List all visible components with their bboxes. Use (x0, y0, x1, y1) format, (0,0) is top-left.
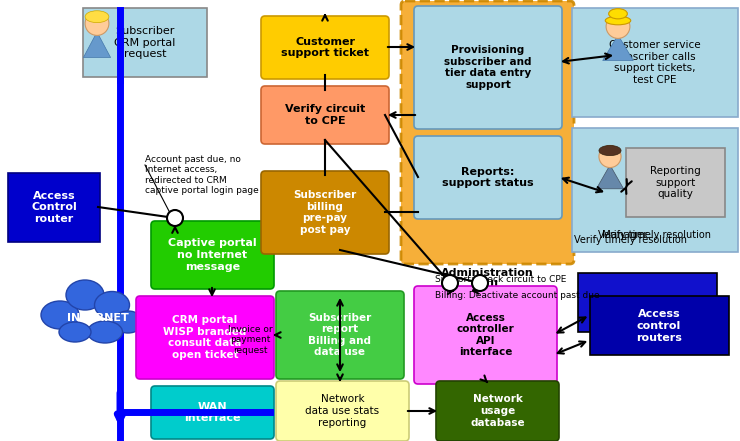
FancyBboxPatch shape (414, 136, 562, 219)
Circle shape (472, 275, 488, 291)
FancyBboxPatch shape (572, 8, 738, 117)
FancyBboxPatch shape (261, 171, 389, 254)
FancyBboxPatch shape (436, 381, 559, 441)
FancyBboxPatch shape (8, 173, 100, 242)
Circle shape (442, 275, 458, 291)
FancyBboxPatch shape (261, 16, 389, 79)
Text: Support: check circuit to CPE: Support: check circuit to CPE (435, 276, 566, 284)
Text: Access
Control
router: Access Control router (31, 191, 77, 224)
Text: Network
data use stats
reporting: Network data use stats reporting (306, 394, 380, 428)
Text: WAN
interface: WAN interface (184, 402, 240, 423)
Ellipse shape (87, 321, 123, 343)
Text: Reports:
support status: Reports: support status (443, 167, 534, 188)
Text: Access
control
routers: Access control routers (636, 310, 682, 343)
Text: Manager: Manager (602, 230, 648, 240)
Text: Reporting
support
quality: Reporting support quality (650, 166, 701, 199)
Text: Subscriber
CRM portal
request: Subscriber CRM portal request (114, 26, 175, 59)
Ellipse shape (95, 292, 130, 318)
FancyBboxPatch shape (276, 381, 409, 441)
Text: Subscriber
billing
pre-pay
post pay: Subscriber billing pre-pay post pay (293, 190, 357, 235)
FancyBboxPatch shape (578, 273, 717, 332)
Polygon shape (602, 35, 633, 60)
Text: Network
usage
database: Network usage database (470, 394, 525, 428)
Text: Provisioning
subscriber and
tier data entry
support: Provisioning subscriber and tier data en… (444, 45, 532, 90)
Ellipse shape (599, 146, 621, 156)
Polygon shape (84, 32, 110, 57)
FancyBboxPatch shape (261, 86, 389, 144)
FancyBboxPatch shape (572, 128, 738, 252)
FancyBboxPatch shape (401, 1, 574, 264)
Text: Customer service
subscriber calls
support tickets,
test CPE: Customer service subscriber calls suppor… (609, 40, 701, 85)
Text: Captive portal
no Internet
message: Captive portal no Internet message (168, 239, 257, 272)
Ellipse shape (605, 16, 630, 25)
Text: Customer
support ticket: Customer support ticket (281, 37, 369, 58)
Polygon shape (596, 165, 624, 189)
Text: Access
controller
API
interface: Access controller API interface (457, 313, 514, 357)
Text: Administration
GUI: Administration GUI (441, 268, 534, 290)
Ellipse shape (85, 11, 109, 22)
Text: Invoice or
payment
request: Invoice or payment request (228, 325, 272, 355)
Circle shape (167, 210, 183, 226)
Text: Verify circuit
to CPE: Verify circuit to CPE (285, 104, 365, 126)
FancyBboxPatch shape (414, 286, 557, 384)
Ellipse shape (41, 301, 79, 329)
Text: Subscriber
report
Billing and
data use: Subscriber report Billing and data use (309, 313, 371, 357)
Text: Account past due, no
Internet access,
redirected to CRM
captive portal login pag: Account past due, no Internet access, re… (145, 155, 259, 195)
Text: INTERNET: INTERNET (67, 313, 129, 323)
FancyBboxPatch shape (151, 386, 274, 439)
Circle shape (606, 15, 630, 38)
Ellipse shape (113, 311, 143, 333)
Circle shape (599, 146, 621, 168)
Text: Billing: Deactivate account past due: Billing: Deactivate account past due (435, 291, 599, 299)
Text: CRM portal
WISP branded
consult data
open ticket: CRM portal WISP branded consult data ope… (164, 315, 246, 360)
FancyBboxPatch shape (590, 296, 729, 355)
FancyBboxPatch shape (414, 6, 562, 129)
Ellipse shape (59, 322, 91, 342)
Ellipse shape (608, 9, 628, 19)
FancyBboxPatch shape (83, 8, 207, 77)
Text: Verify timely resolution: Verify timely resolution (574, 235, 687, 245)
Circle shape (85, 11, 109, 35)
FancyBboxPatch shape (151, 221, 274, 289)
FancyBboxPatch shape (136, 296, 274, 379)
Ellipse shape (66, 280, 104, 310)
FancyBboxPatch shape (276, 291, 404, 379)
Text: Verify timely resolution: Verify timely resolution (599, 230, 711, 240)
FancyBboxPatch shape (626, 148, 725, 217)
